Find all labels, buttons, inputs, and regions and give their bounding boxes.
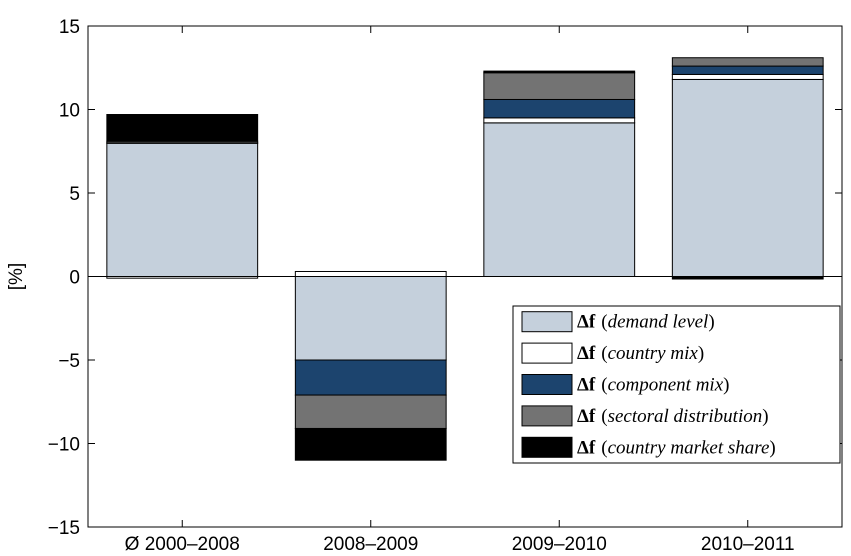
legend-series-name: sectoral distribution bbox=[608, 406, 763, 427]
legend-paren-open: ( bbox=[601, 375, 607, 396]
legend: Δf (demand level)Δf (country mix)Δf (compon… bbox=[512, 305, 841, 464]
legend-swatch bbox=[521, 374, 573, 395]
x-tick-label: 2009–2010 bbox=[512, 534, 607, 555]
bar-segment-demand-level bbox=[106, 142, 259, 277]
bar-segment-country-market-share bbox=[106, 114, 259, 142]
bar-segment-demand-level bbox=[671, 78, 824, 277]
x-tick-label: 2008–2009 bbox=[323, 534, 418, 555]
bar-segment-component-mix bbox=[294, 359, 447, 396]
legend-paren-close: ) bbox=[769, 437, 775, 458]
x-tick-label: Ø 2000–2008 bbox=[125, 534, 240, 555]
legend-swatch bbox=[521, 405, 573, 427]
bars-group bbox=[106, 57, 824, 461]
y-tick-label: −10 bbox=[48, 435, 80, 456]
legend-paren-close: ) bbox=[708, 312, 714, 333]
bar-segment-country-market-share bbox=[483, 70, 636, 74]
legend-paren-open: ( bbox=[601, 312, 607, 333]
bar-segment-country-mix bbox=[483, 117, 636, 124]
bar-segment-sectoral-distribution bbox=[294, 394, 447, 429]
y-tick-label: 5 bbox=[69, 184, 80, 205]
legend-symbol: Δf bbox=[577, 375, 596, 396]
x-axis-ticks: Ø 2000–2008 2008–2009 2009–2010 2010–2011 bbox=[125, 26, 795, 555]
legend-swatch bbox=[521, 311, 573, 333]
legend-entry-label: Δf (demand level) bbox=[577, 312, 715, 333]
x-tick-label: 2010–2011 bbox=[701, 534, 795, 555]
legend-paren-open: ( bbox=[601, 343, 607, 364]
legend-entry-label: Δf (country market share) bbox=[577, 437, 776, 458]
bar-segment-demand-level bbox=[294, 276, 447, 361]
legend-entry-label: Δf (sectoral distribution) bbox=[577, 406, 769, 427]
legend-entry-label: Δf (country mix) bbox=[577, 343, 704, 364]
y-axis-ticks: −15 −10 −5 0 5 10 15 bbox=[48, 17, 842, 539]
bar-segment-sectoral-distribution bbox=[671, 57, 824, 67]
bar-segment-component-mix bbox=[483, 98, 636, 119]
legend-symbol: Δf bbox=[577, 437, 596, 458]
legend-entry-label: Δf (component mix) bbox=[577, 375, 729, 396]
bar-segment-country-market-share bbox=[294, 427, 447, 461]
bar-segment-sectoral-distribution bbox=[483, 72, 636, 100]
legend-paren-close: ) bbox=[698, 343, 704, 364]
y-axis-label: [%] bbox=[6, 263, 27, 290]
legend-series-name: country market share bbox=[608, 437, 770, 458]
legend-symbol: Δf bbox=[577, 343, 596, 364]
y-tick-label: 0 bbox=[69, 268, 80, 289]
y-tick-label: 10 bbox=[59, 101, 80, 122]
bar-segment-country-mix bbox=[294, 270, 447, 277]
legend-swatch bbox=[521, 436, 573, 458]
y-tick-label: −5 bbox=[58, 351, 80, 372]
legend-paren-open: ( bbox=[601, 406, 607, 427]
legend-series-name: component mix bbox=[608, 375, 724, 396]
legend-symbol: Δf bbox=[577, 312, 596, 333]
legend-series-name: country mix bbox=[608, 343, 699, 364]
legend-paren-open: ( bbox=[601, 437, 607, 458]
bar-segment-demand-level bbox=[483, 122, 636, 277]
bar-segment-country-mix bbox=[671, 73, 824, 80]
y-tick-label: 15 bbox=[59, 17, 80, 38]
legend-series-name: demand level bbox=[608, 312, 709, 333]
legend-symbol: Δf bbox=[577, 406, 596, 427]
legend-swatch bbox=[521, 342, 573, 364]
legend-paren-close: ) bbox=[723, 375, 729, 396]
bar-segment-component-mix bbox=[671, 65, 824, 75]
legend-paren-close: ) bbox=[762, 406, 768, 427]
y-tick-label: −15 bbox=[48, 518, 80, 539]
